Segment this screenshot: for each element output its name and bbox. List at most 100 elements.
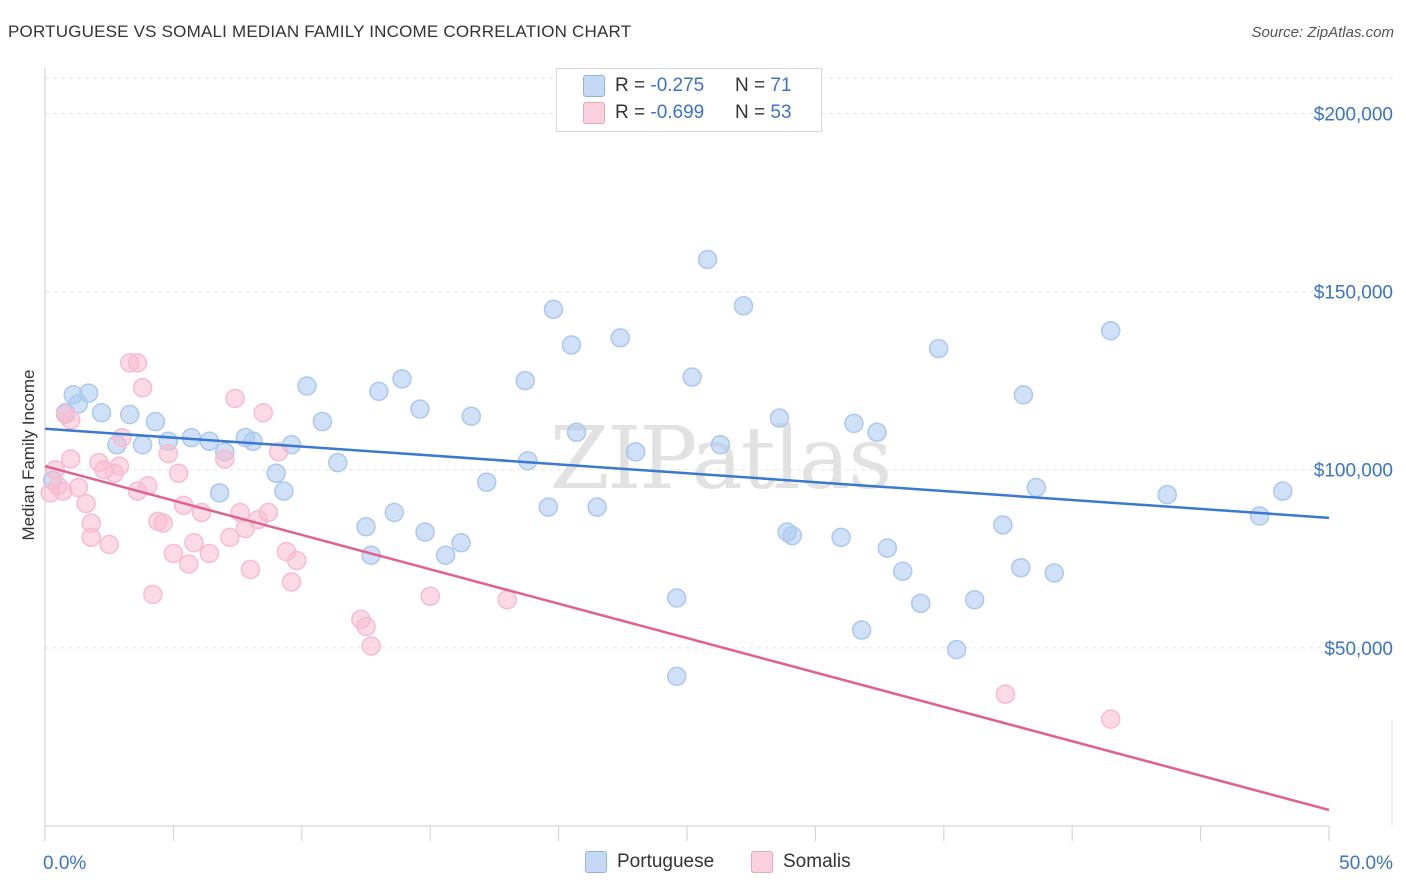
somalis-point (1100, 709, 1121, 729)
somalis-point (258, 502, 279, 523)
portuguese-point (274, 481, 294, 501)
portuguese-point (1044, 563, 1064, 583)
somalis-point (153, 513, 173, 533)
y-tick-label: $200,000 (1314, 104, 1393, 125)
somalis-point (356, 616, 376, 637)
somalis-swatch (583, 102, 605, 124)
portuguese-point (369, 381, 389, 402)
somalis-point (76, 493, 96, 514)
portuguese-point (867, 422, 887, 443)
portuguese-point (928, 338, 949, 359)
somalis-point (163, 543, 184, 564)
somalis-point (225, 388, 245, 409)
portuguese-point (1026, 477, 1046, 498)
somalis-point (281, 572, 302, 592)
portuguese-point (209, 483, 230, 503)
portuguese-point (476, 472, 497, 492)
portuguese-point (561, 335, 582, 355)
portuguese-point (312, 411, 333, 432)
somalis-point (132, 378, 153, 398)
portuguese-point (769, 408, 790, 428)
somalis-point (361, 636, 381, 656)
somalis-r: R = -0.699 (615, 102, 705, 123)
y-tick-label: $50,000 (1324, 639, 1393, 660)
somalis-point (179, 554, 199, 574)
portuguese-point (328, 452, 348, 473)
y-axis-label: Median Family Income (19, 369, 38, 541)
somalis-trend-line (44, 464, 1330, 812)
portuguese-point (356, 516, 376, 537)
portuguese-point (266, 463, 286, 484)
chart-title: PORTUGUESE VS SOMALI MEDIAN FAMILY INCOM… (8, 22, 632, 41)
bottom-legend-somalis: Somalis (751, 851, 851, 873)
portuguese-point (682, 367, 702, 387)
somalis-point (143, 584, 163, 605)
portuguese-point (851, 620, 872, 640)
somalis-point (112, 427, 132, 448)
portuguese-point (946, 639, 967, 660)
portuguese-trend-line (44, 427, 1330, 520)
portuguese-point (119, 404, 140, 425)
portuguese-r: R = -0.275 (615, 75, 705, 96)
source-label: Source: ZipAtlas.com (1251, 24, 1394, 41)
portuguese-point (993, 515, 1013, 535)
portuguese-point (410, 399, 430, 419)
y-tick-label: $100,000 (1314, 461, 1393, 482)
portuguese-point (666, 588, 687, 608)
somalis-legend-label: Somalis (783, 851, 851, 872)
portuguese-point (515, 370, 535, 391)
somalis-point (995, 684, 1016, 704)
portuguese-point (415, 522, 435, 542)
portuguese-point (543, 299, 564, 320)
portuguese-point (710, 435, 731, 455)
portuguese-n: N = 71 (735, 75, 792, 96)
somalis-point (215, 449, 235, 469)
portuguese-legend-swatch (585, 851, 607, 873)
portuguese-legend-label: Portuguese (617, 851, 715, 872)
somalis-point (286, 550, 307, 571)
portuguese-point (1013, 385, 1034, 405)
portuguese-point (892, 561, 913, 582)
x-tick-label-min: 0.0% (43, 853, 86, 874)
portuguese-point (297, 376, 317, 396)
portuguese-point (566, 422, 587, 443)
somalis-point (220, 527, 240, 548)
somalis-legend-swatch (751, 851, 773, 873)
somalis-point (158, 443, 179, 464)
portuguese-swatch (583, 75, 605, 97)
portuguese-point (877, 538, 898, 558)
portuguese-point (782, 525, 803, 546)
watermark: ZIPatlas (550, 409, 890, 509)
portuguese-point (451, 533, 471, 553)
portuguese-point (610, 328, 630, 348)
ticks (44, 826, 1330, 841)
portuguese-point (964, 590, 985, 610)
portuguese-point (831, 527, 851, 548)
portuguese-point (384, 502, 404, 523)
portuguese-point (666, 666, 687, 687)
portuguese-point (1249, 506, 1270, 526)
portuguese-point (1100, 321, 1121, 341)
portuguese-point (910, 593, 931, 614)
bottom-legend-portuguese: Portuguese (585, 851, 714, 873)
somalis-points (40, 353, 1121, 729)
x-tick-labels: 0.0% 50.0% (43, 853, 1393, 874)
somalis-n: N = 53 (735, 102, 792, 123)
somalis-point (253, 402, 274, 423)
portuguese-point (1011, 557, 1031, 578)
portuguese-points (42, 249, 1293, 687)
y-tick-labels: $50,000 $100,000 $150,000 $200,000 (1314, 104, 1393, 659)
x-tick-label-max: 50.0% (1339, 853, 1393, 874)
somalis-point (60, 449, 81, 469)
portuguese-point (625, 442, 646, 462)
somalis-point (81, 527, 101, 548)
portuguese-point (461, 406, 482, 427)
portuguese-point (132, 435, 153, 455)
portuguese-point (435, 545, 456, 565)
somalis-point (168, 463, 189, 484)
somalis-point (68, 477, 89, 498)
portuguese-point (243, 431, 263, 451)
somalis-point (127, 353, 148, 373)
portuguese-point (1157, 484, 1177, 505)
